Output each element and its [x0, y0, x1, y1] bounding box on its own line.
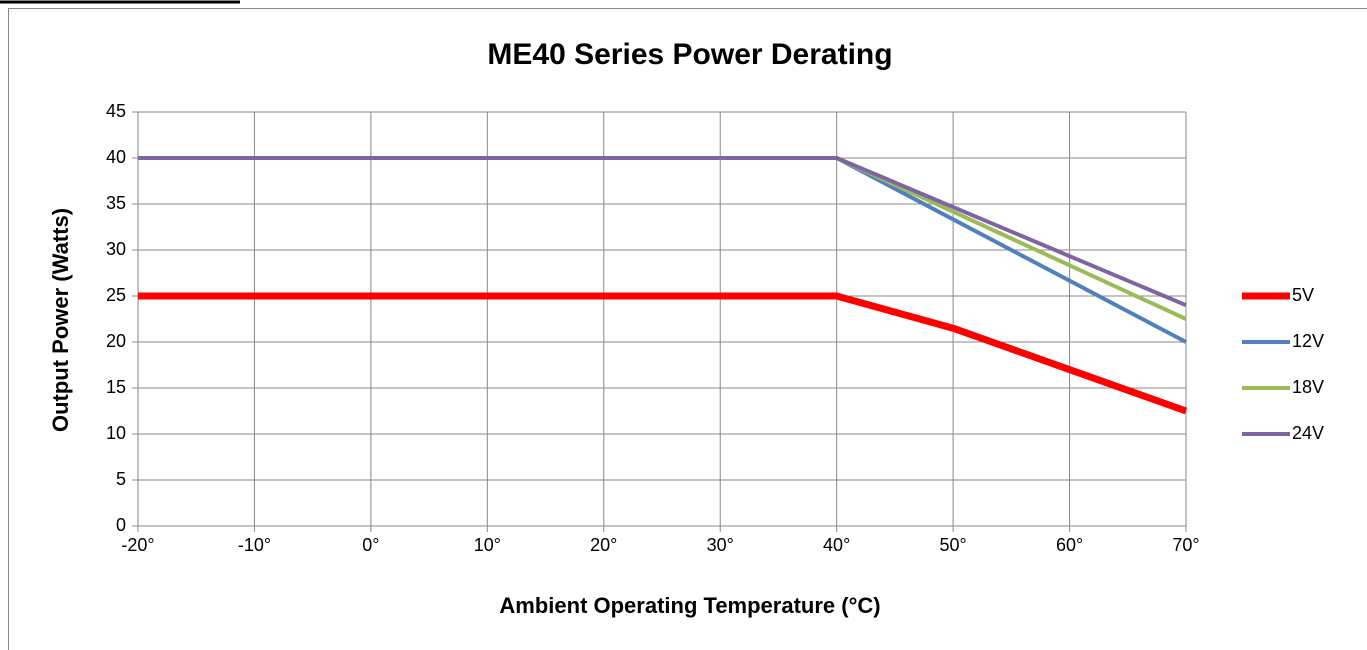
- y-tick-label: 45: [106, 101, 126, 121]
- chart-frame: [8, 8, 1367, 650]
- y-tick-label: 25: [106, 285, 126, 305]
- chart-title: ME40 Series Power Derating: [487, 38, 892, 71]
- legend-label: 24V: [1292, 423, 1324, 443]
- y-tick-label: 20: [106, 331, 126, 351]
- x-tick-label: -10°: [238, 535, 271, 555]
- legend-label: 18V: [1292, 377, 1324, 397]
- y-tick-label: 35: [106, 193, 126, 213]
- x-tick-label: 50°: [939, 535, 966, 555]
- x-tick-label: 40°: [823, 535, 850, 555]
- y-axis-label: Output Power (Watts): [48, 208, 73, 432]
- x-tick-label: 20°: [590, 535, 617, 555]
- x-tick-label: 10°: [474, 535, 501, 555]
- y-tick-label: 0: [116, 515, 126, 535]
- x-tick-label: 70°: [1172, 535, 1199, 555]
- x-axis-label: Ambient Operating Temperature (°C): [499, 593, 880, 618]
- legend-label: 5V: [1292, 285, 1314, 305]
- x-tick-label: -20°: [121, 535, 154, 555]
- y-tick-label: 5: [116, 469, 126, 489]
- series-line: [138, 156, 1187, 308]
- legend-label: 12V: [1292, 331, 1324, 351]
- x-tick-label: 30°: [707, 535, 734, 555]
- y-tick-label: 40: [106, 147, 126, 167]
- series-line: [138, 292, 1188, 415]
- x-tick-label: 60°: [1056, 535, 1083, 555]
- y-tick-label: 15: [106, 377, 126, 397]
- y-tick-label: 10: [106, 423, 126, 443]
- x-tick-label: 0°: [362, 535, 379, 555]
- y-tick-label: 30: [106, 239, 126, 259]
